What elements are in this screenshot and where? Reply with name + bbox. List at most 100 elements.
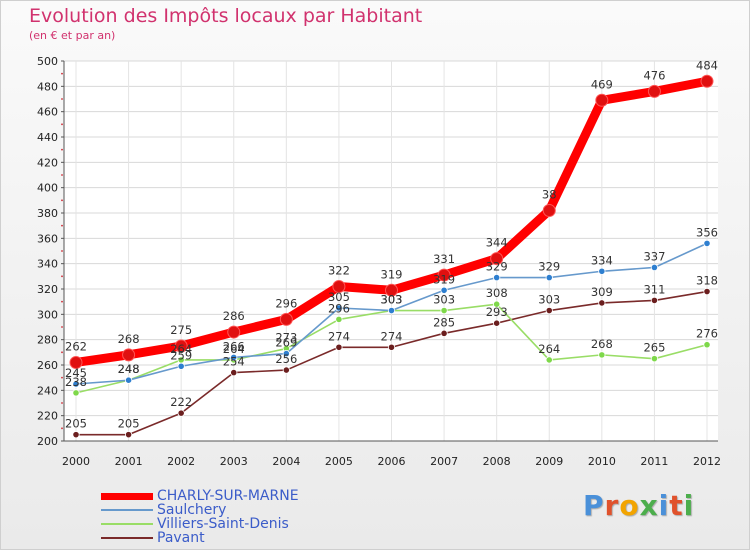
legend-label: Pavant <box>157 530 205 546</box>
logo-letter: o <box>619 489 640 522</box>
y-tick-label: 300 <box>37 308 58 321</box>
x-tick-label: 2002 <box>167 455 195 468</box>
y-minor-tick <box>61 275 63 278</box>
data-label: 262 <box>65 339 87 353</box>
y-minor-tick <box>61 123 63 126</box>
data-label: 245 <box>65 366 87 380</box>
data-point <box>69 355 83 369</box>
y-minor-tick <box>61 224 63 227</box>
y-minor-tick <box>61 326 63 328</box>
data-point <box>545 273 553 282</box>
data-label: 469 <box>591 77 613 91</box>
data-point <box>387 343 396 351</box>
legend-swatch <box>101 537 153 539</box>
data-label: 344 <box>486 236 508 250</box>
data-label: 476 <box>643 68 665 82</box>
data-point <box>493 273 501 282</box>
legend-item-saulchery: Saulchery <box>101 502 226 518</box>
data-point <box>440 286 448 294</box>
y-minor-tick <box>61 376 63 379</box>
data-point <box>598 299 606 307</box>
data-label: 286 <box>223 309 245 323</box>
data-point <box>335 343 343 351</box>
legend-item-charly: CHARLY-SUR-MARNE <box>101 488 299 504</box>
data-label: 264 <box>223 342 245 356</box>
y-minor-tick <box>61 199 63 202</box>
data-point <box>545 306 553 315</box>
data-label: 296 <box>328 301 350 315</box>
data-label: 256 <box>275 352 297 366</box>
data-label: 254 <box>223 355 245 369</box>
y-minor-tick <box>61 250 63 252</box>
y-minor-tick <box>61 148 63 151</box>
data-label: 303 <box>538 293 560 307</box>
x-tick-label: 2010 <box>588 455 616 468</box>
legend-swatch <box>101 492 153 500</box>
data-point <box>279 312 293 326</box>
data-label: 484 <box>696 58 718 72</box>
legend-item-villiers: Villiers-Saint-Denis <box>101 516 289 532</box>
data-label: 303 <box>381 293 403 307</box>
y-minor-tick <box>61 402 63 404</box>
data-point <box>700 74 714 88</box>
chart-title: Evolution des Impôts locaux par Habitant <box>29 5 423 27</box>
y-tick-label: 340 <box>37 258 58 271</box>
data-point <box>598 351 606 359</box>
legend-swatch <box>101 509 153 511</box>
legend-swatch <box>101 523 153 525</box>
data-label: 293 <box>486 305 508 319</box>
data-point <box>437 268 451 282</box>
data-label: 248 <box>118 362 140 376</box>
data-label: 311 <box>643 282 665 296</box>
data-point <box>650 296 659 304</box>
data-point <box>124 431 133 439</box>
data-label: 248 <box>118 362 140 376</box>
data-point <box>230 368 238 377</box>
legend-label: CHARLY-SUR-MARNE <box>157 488 299 504</box>
data-label: 205 <box>118 417 140 431</box>
y-tick-label: 380 <box>37 207 58 220</box>
legend-item-pavant: Pavant <box>101 530 205 546</box>
logo-letter: i <box>683 489 695 522</box>
y-minor-tick <box>61 174 63 176</box>
data-label: 334 <box>591 253 613 267</box>
data-point <box>598 267 606 275</box>
y-tick-label: 500 <box>37 55 58 68</box>
y-tick-label: 240 <box>37 384 58 397</box>
data-point <box>542 203 556 217</box>
y-minor-tick <box>61 72 63 75</box>
y-tick-label: 420 <box>37 156 58 169</box>
legend-label: Saulchery <box>157 502 227 518</box>
data-point <box>230 353 238 361</box>
y-tick-label: 260 <box>37 359 58 372</box>
data-point <box>703 341 711 349</box>
data-label: 38 <box>542 187 557 201</box>
data-label: 222 <box>170 395 192 409</box>
data-label: 268 <box>118 332 140 346</box>
logo-letter: P <box>583 489 605 522</box>
data-label: 265 <box>643 341 665 355</box>
data-point <box>647 84 661 98</box>
data-point <box>72 431 80 439</box>
data-label: 303 <box>433 293 455 307</box>
data-point <box>595 93 609 107</box>
data-point <box>282 366 290 374</box>
x-tick-label: 2005 <box>325 455 353 468</box>
y-minor-tick <box>61 351 63 354</box>
data-point <box>385 283 398 297</box>
data-label: 273 <box>275 331 297 345</box>
data-point <box>174 339 188 353</box>
data-label: 266 <box>223 339 245 353</box>
x-tick-label: 2006 <box>378 455 406 468</box>
data-point <box>440 306 448 315</box>
x-tick-label: 2007 <box>430 455 458 468</box>
data-point <box>282 349 290 358</box>
data-label: 268 <box>591 337 613 351</box>
y-tick-label: 480 <box>37 80 58 93</box>
y-tick-label: 280 <box>37 334 58 347</box>
y-tick-label: 400 <box>37 182 58 195</box>
data-label: 238 <box>65 375 87 389</box>
data-point <box>72 389 80 397</box>
data-point <box>650 355 659 363</box>
